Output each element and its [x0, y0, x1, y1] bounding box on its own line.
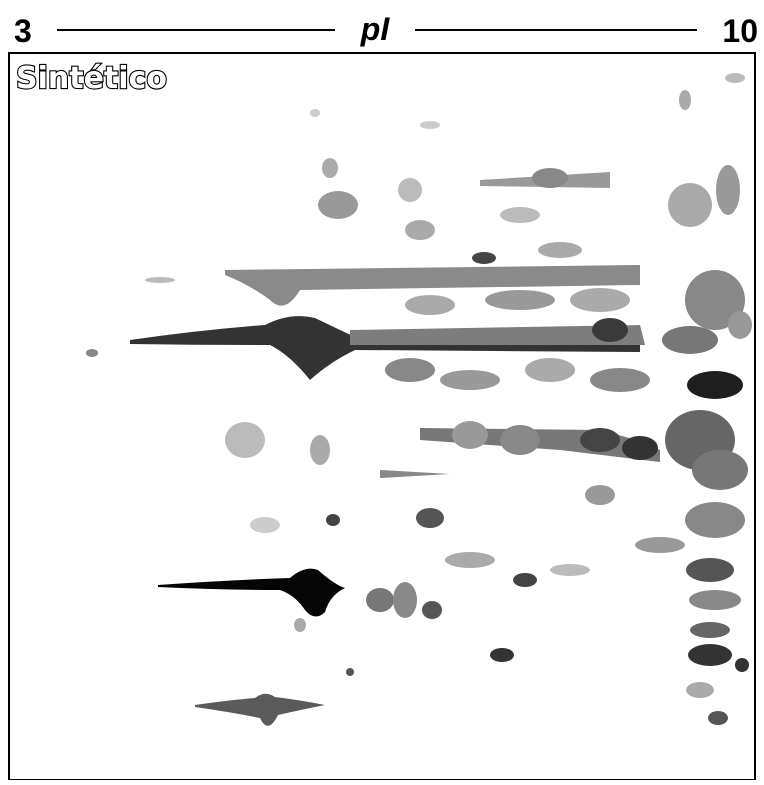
ph-start: 3: [14, 13, 32, 49]
gel-frame: [8, 52, 756, 781]
axis-label: pI: [360, 11, 391, 47]
panel-label: Sintético: [16, 61, 167, 96]
spots: [86, 73, 752, 726]
ph-end: 10: [722, 13, 758, 49]
